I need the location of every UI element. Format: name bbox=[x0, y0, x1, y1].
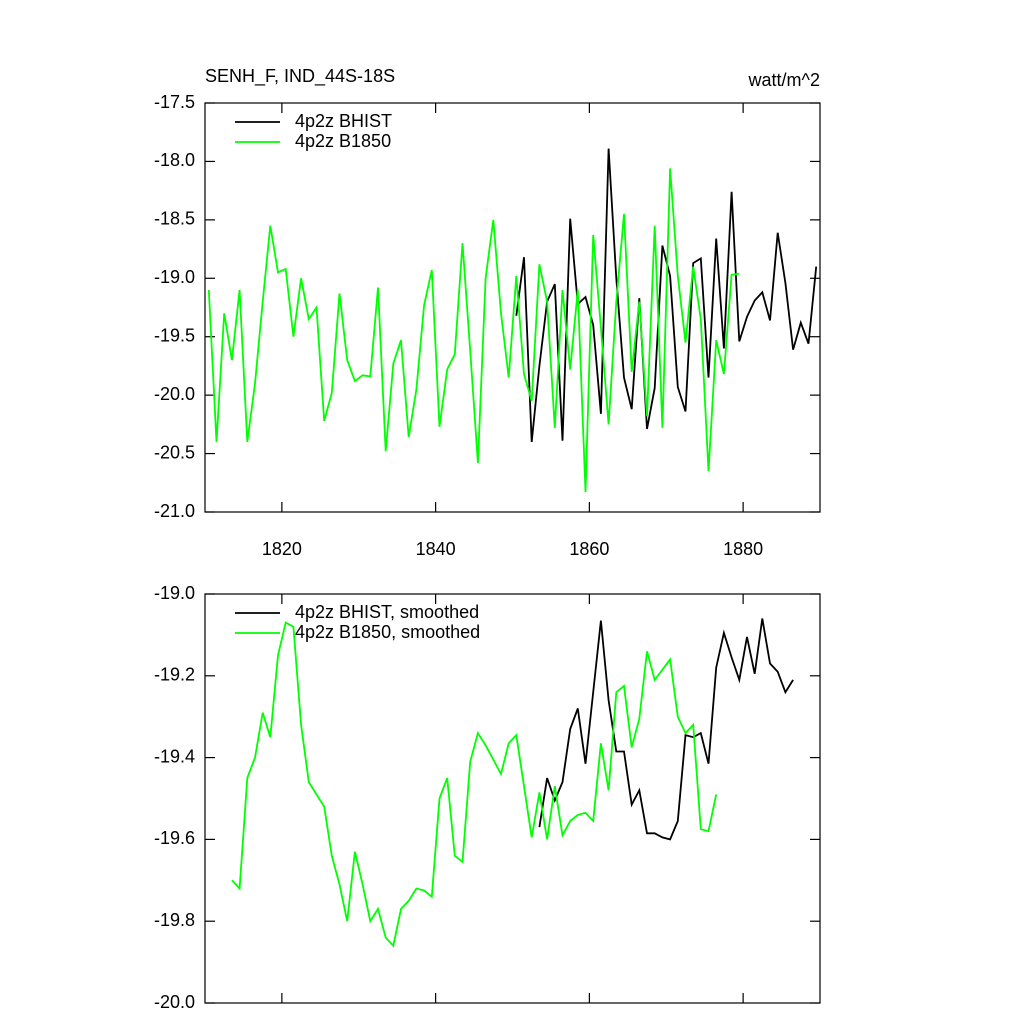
y-tick-label: -20.5 bbox=[154, 442, 195, 462]
data-line bbox=[231, 621, 718, 948]
plot-frame bbox=[204, 102, 821, 513]
y-tick-label: -19.0 bbox=[154, 583, 195, 603]
y-tick-label: -20.0 bbox=[154, 384, 195, 404]
y-tick-label: -18.5 bbox=[154, 209, 195, 229]
units-label: watt/m^2 bbox=[748, 70, 820, 90]
data-line bbox=[538, 618, 794, 841]
x-tick-label: 1820 bbox=[262, 539, 302, 559]
y-tick-label: -18.0 bbox=[154, 150, 195, 170]
chart-title: SENH_F, IND_44S-18S bbox=[205, 66, 395, 87]
legend-label: 4p2z B1850 bbox=[295, 131, 391, 151]
y-tick-label: -21.0 bbox=[154, 501, 195, 521]
x-tick-label: 1880 bbox=[723, 539, 763, 559]
legend-label: 4p2z BHIST bbox=[295, 111, 392, 131]
y-tick-label: -19.6 bbox=[154, 828, 195, 848]
y-tick-label: -19.8 bbox=[154, 910, 195, 930]
y-tick-label: -19.4 bbox=[154, 746, 195, 766]
x-tick-label: 1840 bbox=[416, 539, 456, 559]
x-tick-label: 1860 bbox=[569, 539, 609, 559]
y-tick-label: -19.2 bbox=[154, 665, 195, 685]
y-tick-label: -19.5 bbox=[154, 325, 195, 345]
y-tick-label: -17.5 bbox=[154, 92, 195, 112]
legend-label: 4p2z B1850, smoothed bbox=[295, 622, 480, 642]
y-tick-label: -20.0 bbox=[154, 992, 195, 1012]
data-line bbox=[207, 168, 740, 493]
plot-frame bbox=[204, 593, 821, 1004]
legend-label: 4p2z BHIST, smoothed bbox=[295, 602, 479, 622]
y-tick-label: -19.0 bbox=[154, 267, 195, 287]
